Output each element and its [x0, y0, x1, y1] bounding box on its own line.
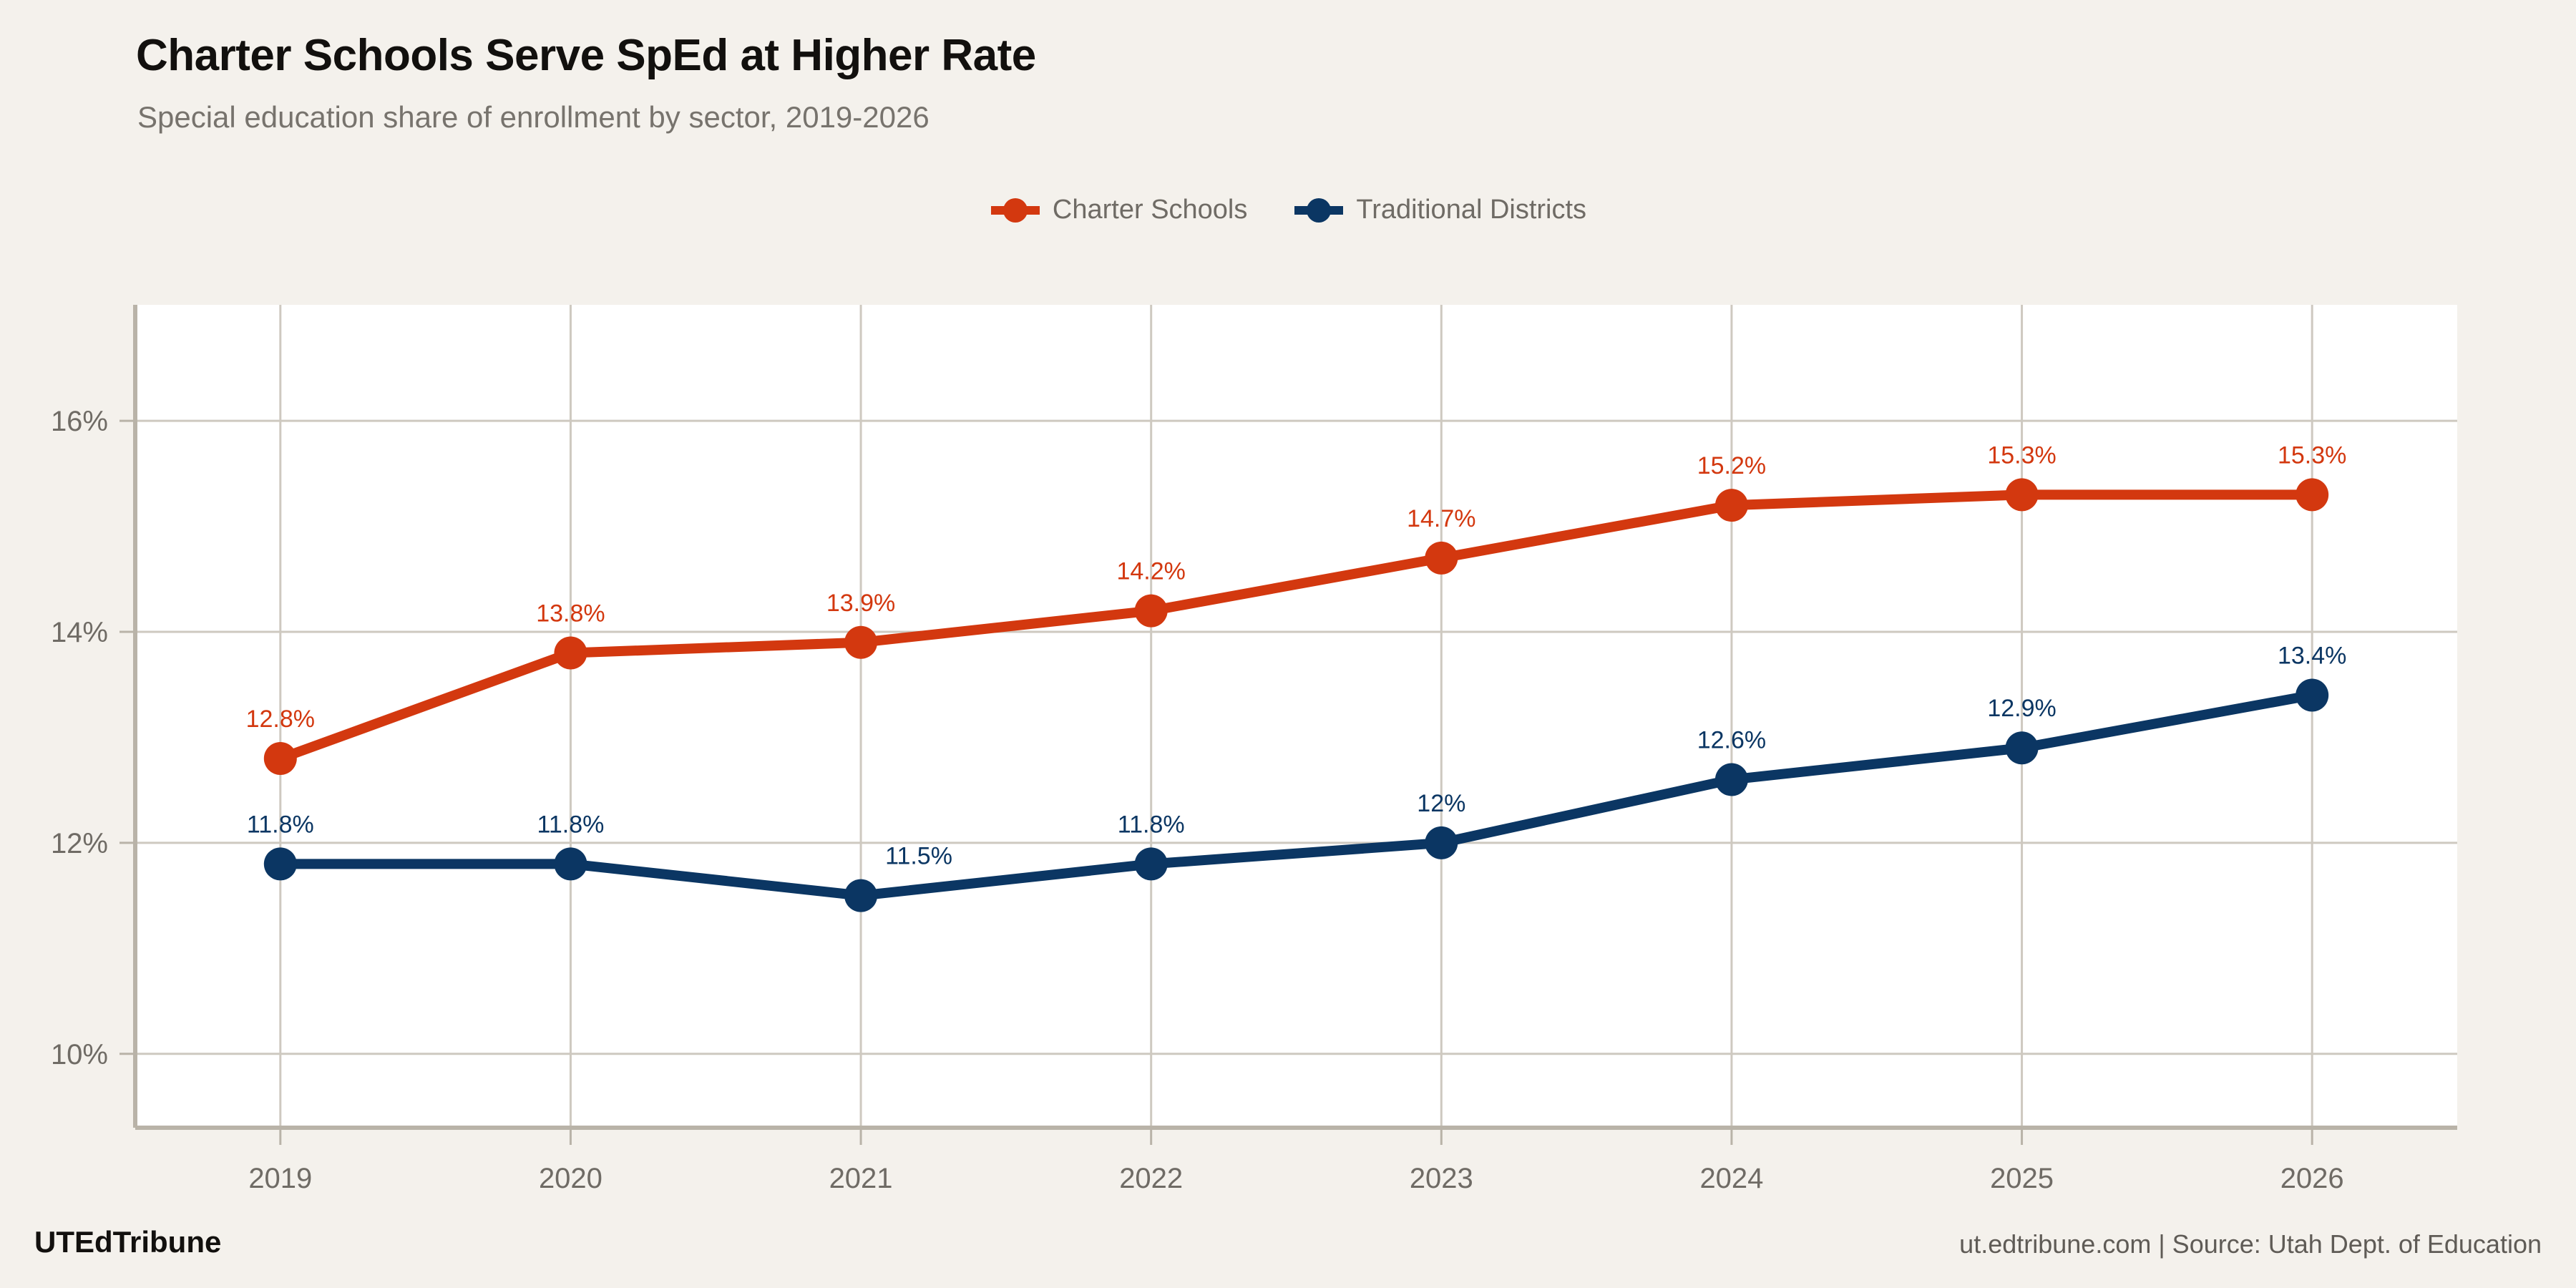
plot-background [135, 305, 2457, 1128]
data-point-marker[interactable] [2296, 478, 2329, 512]
data-point-label: 15.3% [2278, 441, 2346, 469]
data-point-marker[interactable] [1425, 541, 1458, 575]
legend-item-charter-schools[interactable]: Charter Schools [990, 195, 1247, 225]
data-point-label: 11.8% [537, 811, 604, 838]
data-point-marker[interactable] [1134, 847, 1168, 881]
data-point-label: 12.9% [1987, 695, 2056, 722]
data-point-marker[interactable] [554, 636, 587, 670]
data-point-label: 13.4% [2278, 643, 2346, 670]
data-point-marker[interactable] [1425, 826, 1458, 859]
legend-marker-icon [1294, 197, 1344, 223]
page-title: Charter Schools Serve SpEd at Higher Rat… [136, 31, 1036, 80]
legend-label: Traditional Districts [1356, 195, 1587, 225]
x-axis-tick-label: 2019 [248, 1163, 312, 1194]
data-point-label: 12.6% [1697, 726, 1766, 753]
x-axis-tick-label: 2022 [1119, 1163, 1183, 1194]
x-axis-tick-label: 2021 [829, 1163, 893, 1194]
data-point-marker[interactable] [1134, 594, 1168, 628]
data-point-marker[interactable] [263, 847, 297, 881]
footer-brand: UTEdTribune [34, 1225, 222, 1259]
legend-item-traditional-districts[interactable]: Traditional Districts [1293, 195, 1586, 225]
x-axis-tick-label: 2020 [539, 1163, 602, 1194]
y-axis-tick-label: 10% [51, 1039, 108, 1070]
legend-marker-icon [990, 197, 1040, 223]
data-point-marker[interactable] [844, 625, 878, 659]
data-point-marker[interactable] [554, 847, 587, 881]
data-point-label: 12% [1417, 790, 1465, 817]
footer-source: ut.edtribune.com | Source: Utah Dept. of… [1959, 1229, 2542, 1259]
data-point-label: 15.3% [1987, 441, 2056, 469]
data-point-marker[interactable] [844, 879, 878, 912]
data-point-marker[interactable] [2005, 478, 2039, 512]
legend-label: Charter Schools [1052, 195, 1248, 225]
y-axis-tick-label: 14% [51, 617, 108, 648]
data-point-marker[interactable] [263, 741, 297, 775]
x-axis-tick-label: 2025 [1990, 1163, 2054, 1194]
series-line-traditional-districts[interactable] [275, 690, 2318, 901]
chart-subtitle: Special education share of enrollment by… [137, 100, 930, 134]
data-point-label: 15.2% [1697, 452, 1766, 479]
data-point-label: 11.8% [247, 811, 314, 838]
data-point-marker[interactable] [2005, 731, 2039, 765]
x-axis-tick-label: 2024 [1699, 1163, 1763, 1194]
data-point-marker[interactable] [2296, 678, 2329, 712]
data-point-label: 11.8% [1118, 811, 1185, 838]
chart-legend: Charter Schools Traditional Districts [0, 195, 2576, 225]
y-axis-tick-label: 16% [51, 406, 108, 437]
data-point-label: 13.9% [826, 590, 895, 617]
data-point-label: 14.2% [1116, 558, 1185, 585]
data-point-marker[interactable] [1714, 489, 1748, 522]
data-point-label: 12.8% [246, 706, 315, 733]
x-axis-tick-label: 2023 [1410, 1163, 1473, 1194]
series-line-charter-schools[interactable] [275, 489, 2318, 763]
data-point-label: 13.8% [536, 600, 605, 628]
data-point-marker[interactable] [1714, 763, 1748, 796]
data-point-label: 14.7% [1407, 505, 1475, 532]
x-axis-tick-label: 2026 [2280, 1163, 2344, 1194]
data-point-label: 11.5% [885, 843, 952, 870]
y-axis-tick-label: 12% [51, 828, 108, 859]
